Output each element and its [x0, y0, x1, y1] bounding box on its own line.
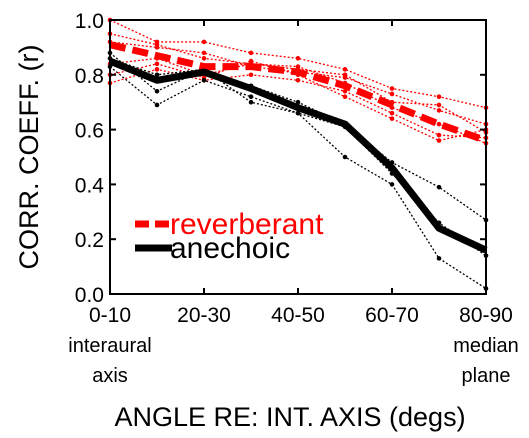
- series-point: [201, 50, 207, 56]
- x-annotation-left-2: axis: [92, 365, 128, 387]
- series-point: [295, 77, 301, 83]
- y-tick-label: 0.0: [75, 284, 104, 307]
- series-point: [389, 86, 395, 91]
- series-point: [436, 121, 442, 127]
- series-point: [436, 94, 442, 100]
- x-axis-label: ANGLE RE: INT. AXIS (degs): [114, 402, 465, 432]
- x-tick-label: 80-90: [459, 304, 513, 327]
- series-line-individual-3: [109, 41, 487, 125]
- series-line-individual-9: [109, 66, 487, 290]
- x-annotation-left-1: interaural: [68, 335, 151, 357]
- series-point: [248, 99, 254, 105]
- series-point: [248, 50, 254, 56]
- series-point: [389, 182, 395, 187]
- series-point: [436, 138, 442, 143]
- series-point: [342, 67, 348, 72]
- series-point: [342, 94, 348, 100]
- series-point: [342, 154, 348, 160]
- series-point: [436, 108, 442, 113]
- series-line-individual-10: [109, 52, 487, 257]
- series-point: [154, 88, 160, 94]
- x-annotation-right-2: plane: [462, 365, 511, 387]
- series-point: [436, 184, 442, 190]
- series-point: [154, 102, 160, 108]
- series-line-anechoic: [108, 57, 488, 254]
- axis-layer: 0.0 0.2 0.4 0.6 0.8 1.0 0-10 20-30 40-50 60-70 80-…: [75, 10, 513, 327]
- series-point: [248, 72, 254, 78]
- series-point: [154, 67, 160, 72]
- y-axis-label: CORR. COEFF. (r): [14, 45, 44, 270]
- x-annotation-right-1: median: [453, 335, 519, 357]
- series-point: [154, 42, 160, 47]
- series-point: [436, 132, 442, 138]
- series-point: [389, 91, 395, 97]
- series-point: [436, 102, 442, 108]
- series-point: [295, 110, 301, 116]
- series-line-individual-5: [109, 60, 487, 142]
- series-point: [201, 56, 207, 61]
- legend-label-reverberant: reverberant: [170, 208, 324, 241]
- series-point: [342, 72, 348, 78]
- series-line-individual-7: [109, 33, 487, 133]
- series-point: [389, 110, 395, 116]
- series-point: [248, 94, 254, 100]
- series-line-reverberant: [109, 41, 488, 144]
- y-tick-label: 0.2: [75, 229, 104, 252]
- series-point: [201, 39, 207, 45]
- x-tick-label: 0-10: [89, 304, 131, 327]
- y-tick-label: 0.8: [75, 65, 104, 88]
- x-tick-label: 20-30: [177, 304, 231, 327]
- y-tick-label: 0.6: [75, 120, 104, 143]
- x-tick-label: 40-50: [271, 304, 325, 327]
- series-line-individual-2: [109, 19, 487, 109]
- series-point: [154, 61, 160, 67]
- x-tick-label: 60-70: [365, 304, 419, 327]
- y-tick-label: 0.4: [75, 174, 105, 197]
- series-line-individual-8: [109, 57, 487, 221]
- y-tick-label: 1.0: [75, 10, 104, 33]
- series-point: [295, 56, 301, 61]
- series-point: [342, 88, 348, 94]
- series-point: [201, 77, 207, 83]
- legend-label-anechoic: anechoic: [170, 232, 290, 265]
- series-point: [436, 256, 442, 261]
- series-point: [389, 116, 395, 121]
- legend: reverberant anechoic: [135, 208, 324, 265]
- series-point: [295, 99, 301, 105]
- series-point: [154, 72, 160, 78]
